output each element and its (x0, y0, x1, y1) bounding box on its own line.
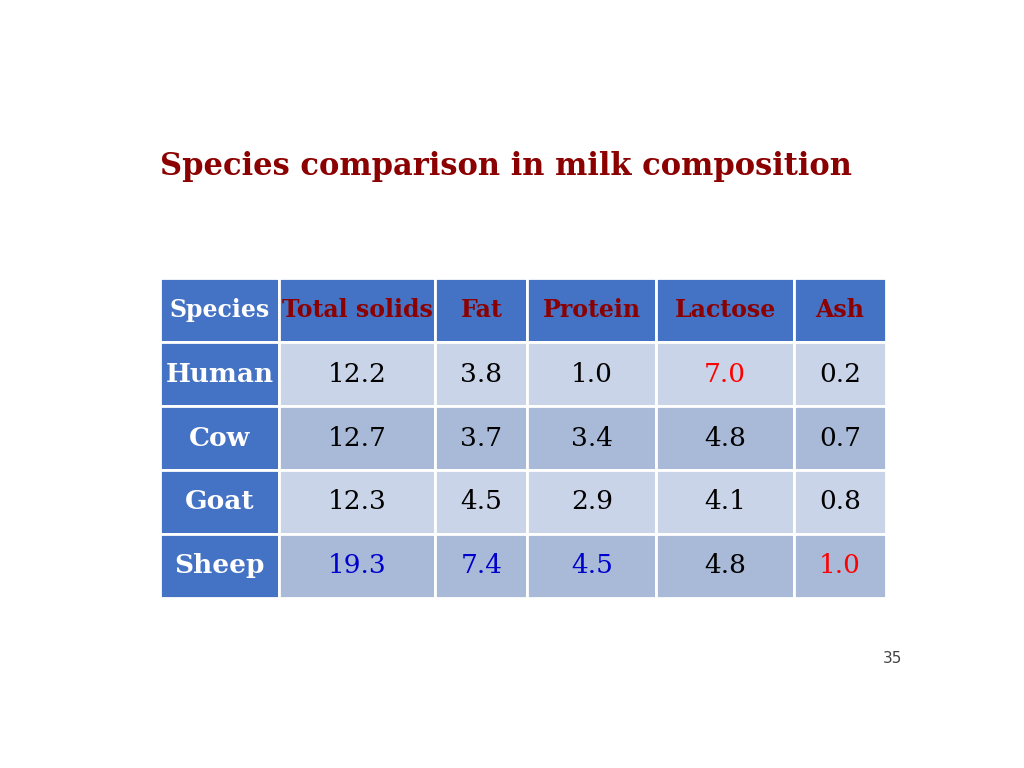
FancyBboxPatch shape (794, 279, 886, 343)
Text: Fat: Fat (461, 299, 503, 323)
FancyBboxPatch shape (656, 470, 794, 534)
FancyBboxPatch shape (160, 470, 280, 534)
Text: 12.7: 12.7 (328, 425, 387, 451)
FancyBboxPatch shape (656, 279, 794, 343)
Text: 1.0: 1.0 (819, 553, 861, 578)
Text: Ash: Ash (815, 299, 864, 323)
FancyBboxPatch shape (280, 406, 435, 470)
FancyBboxPatch shape (794, 406, 886, 470)
FancyBboxPatch shape (527, 534, 656, 598)
Text: 4.5: 4.5 (570, 553, 612, 578)
Text: Goat: Goat (184, 489, 254, 515)
Text: 35: 35 (883, 650, 902, 666)
Text: 0.8: 0.8 (819, 489, 861, 515)
Text: 2.9: 2.9 (570, 489, 612, 515)
FancyBboxPatch shape (435, 406, 527, 470)
FancyBboxPatch shape (435, 343, 527, 406)
FancyBboxPatch shape (280, 343, 435, 406)
FancyBboxPatch shape (527, 343, 656, 406)
Text: Lactose: Lactose (675, 299, 775, 323)
Text: Species: Species (169, 299, 269, 323)
FancyBboxPatch shape (527, 470, 656, 534)
FancyBboxPatch shape (280, 470, 435, 534)
FancyBboxPatch shape (794, 534, 886, 598)
Text: 12.2: 12.2 (328, 362, 387, 387)
FancyBboxPatch shape (656, 406, 794, 470)
FancyBboxPatch shape (527, 279, 656, 343)
Text: 4.1: 4.1 (705, 489, 745, 515)
FancyBboxPatch shape (435, 534, 527, 598)
Text: 19.3: 19.3 (328, 553, 387, 578)
Text: Species comparison in milk composition: Species comparison in milk composition (160, 151, 852, 182)
FancyBboxPatch shape (160, 534, 280, 598)
Text: 3.8: 3.8 (461, 362, 503, 387)
FancyBboxPatch shape (280, 534, 435, 598)
Text: 7.0: 7.0 (705, 362, 746, 387)
FancyBboxPatch shape (160, 406, 280, 470)
Text: 3.4: 3.4 (570, 425, 612, 451)
Text: Human: Human (166, 362, 273, 387)
Text: 3.7: 3.7 (461, 425, 503, 451)
Text: 1.0: 1.0 (570, 362, 612, 387)
Text: 0.7: 0.7 (819, 425, 861, 451)
Text: 4.5: 4.5 (461, 489, 503, 515)
FancyBboxPatch shape (280, 279, 435, 343)
FancyBboxPatch shape (160, 343, 280, 406)
Text: 4.8: 4.8 (705, 425, 745, 451)
Text: Protein: Protein (543, 299, 641, 323)
Text: Sheep: Sheep (174, 553, 264, 578)
FancyBboxPatch shape (435, 470, 527, 534)
Text: 7.4: 7.4 (461, 553, 503, 578)
Text: 0.2: 0.2 (819, 362, 861, 387)
FancyBboxPatch shape (794, 470, 886, 534)
Text: Total solids: Total solids (282, 299, 433, 323)
Text: 12.3: 12.3 (328, 489, 387, 515)
FancyBboxPatch shape (160, 279, 280, 343)
Text: 4.8: 4.8 (705, 553, 745, 578)
FancyBboxPatch shape (656, 534, 794, 598)
FancyBboxPatch shape (435, 279, 527, 343)
FancyBboxPatch shape (656, 343, 794, 406)
FancyBboxPatch shape (794, 343, 886, 406)
Text: Cow: Cow (188, 425, 250, 451)
FancyBboxPatch shape (527, 406, 656, 470)
